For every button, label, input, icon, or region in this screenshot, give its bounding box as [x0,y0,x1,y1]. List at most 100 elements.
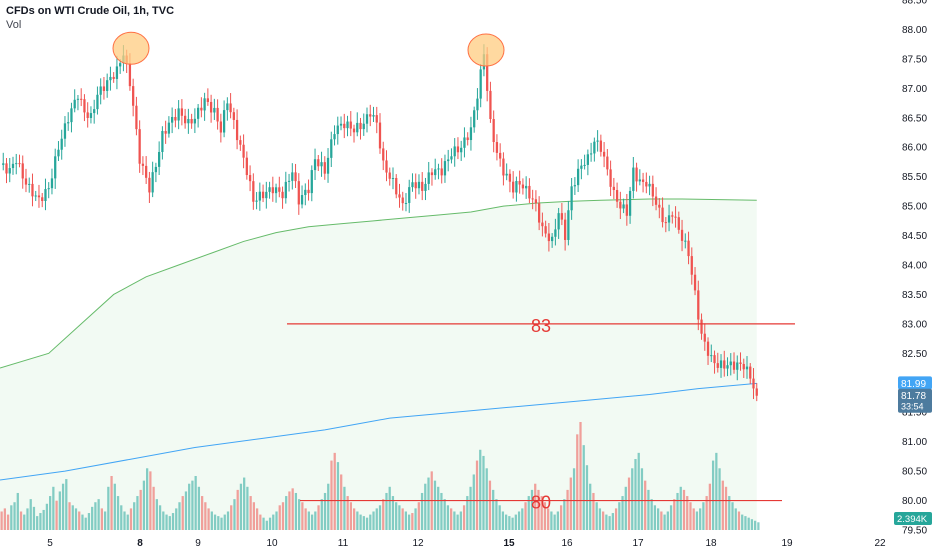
volume-bar [84,517,87,530]
volume-bar [301,502,304,530]
volume-bar [126,514,129,530]
volume-bar [91,506,94,530]
candle-body [479,69,482,99]
volume-bar [97,499,100,530]
candle-body [151,172,154,193]
volume-bar [479,449,482,530]
volume-bar [36,516,39,530]
volume-bar [304,508,307,530]
candle-body [323,162,326,174]
volume-bar [754,520,757,530]
y-tick-label: 88.50 [902,0,927,7]
candle-body [430,172,434,176]
candle-body [365,114,369,124]
volume-bar [737,511,741,530]
volume-bar [362,516,365,530]
volume-bar [631,468,634,530]
candle-body [492,119,495,143]
candle-body [106,80,109,91]
volume-bar [158,505,162,530]
candle-body [599,140,602,152]
volume-bar [456,514,459,530]
candle-body [132,86,135,106]
volume-bar [411,513,414,530]
volume-bar [26,508,29,530]
candle-body [287,180,291,182]
candle-body [576,168,580,186]
candle-body [508,173,512,182]
volume-bar [605,514,608,530]
candle-body [135,105,138,130]
candle-body [573,185,577,187]
candle-body [658,204,661,208]
candle-body [209,101,213,113]
y-tick-label: 88.00 [902,25,927,36]
candle-body [687,240,690,257]
volume-bar [547,508,550,530]
candle-body [424,183,427,191]
candle-body [21,163,24,179]
y-tick-label: 83.00 [902,319,927,330]
volume-bar [155,499,158,530]
candle-body [684,240,687,242]
volume-bar [217,516,220,530]
candle-body [304,189,307,196]
candle-body [99,86,102,95]
volume-bar [197,486,201,530]
volume-bar [184,491,188,530]
volume-bar [3,508,6,530]
volume-bar [469,486,472,530]
candle-body [632,167,635,191]
candle-body [755,388,758,396]
candle-body [41,197,44,202]
x-tick-label: 16 [561,538,573,549]
candle-body [411,182,414,188]
volume-bar [453,511,456,530]
price-badge-label: 81.78 [901,391,926,402]
x-tick-label: 11 [338,538,349,549]
candle-body [463,137,466,148]
candle-body [641,179,645,182]
candle-body [177,108,180,121]
candle-body [671,215,674,217]
candle-body [710,355,713,357]
volume-bar [201,496,204,530]
volume-bar [627,477,631,530]
x-tick-label: 5 [47,538,53,549]
candle-body [93,109,96,114]
volume-bar [385,492,388,530]
volume-bar [437,486,440,530]
candle-body [716,363,719,368]
volume-bar [262,517,265,530]
candle-body [164,130,167,134]
volume-bar [233,499,236,530]
candle-body [528,185,531,199]
candle-body [677,217,680,230]
volume-bar [482,455,485,530]
candle-body [5,163,8,174]
candle-body [115,66,119,79]
candle-body [732,361,736,370]
candle-body [505,173,508,176]
peak-marker-8 [112,31,150,65]
candle-body [219,121,222,133]
volume-bar [327,483,330,530]
candle-body [109,76,112,81]
candle-body [47,188,50,190]
volume-bar [407,514,411,530]
volume-bar [388,486,391,530]
x-tick-label: 19 [781,538,793,549]
candle-body [54,156,57,179]
volume-bar [657,508,660,530]
candle-body [343,123,346,129]
volume-bar [353,508,356,530]
candle-body [291,172,294,181]
candle-body [589,153,593,155]
volume-bar [307,511,310,530]
candle-body [339,123,343,126]
volume-bar [563,499,566,530]
volume-bar [624,486,627,530]
volume-bar [708,483,711,530]
volume-bar [450,508,453,530]
